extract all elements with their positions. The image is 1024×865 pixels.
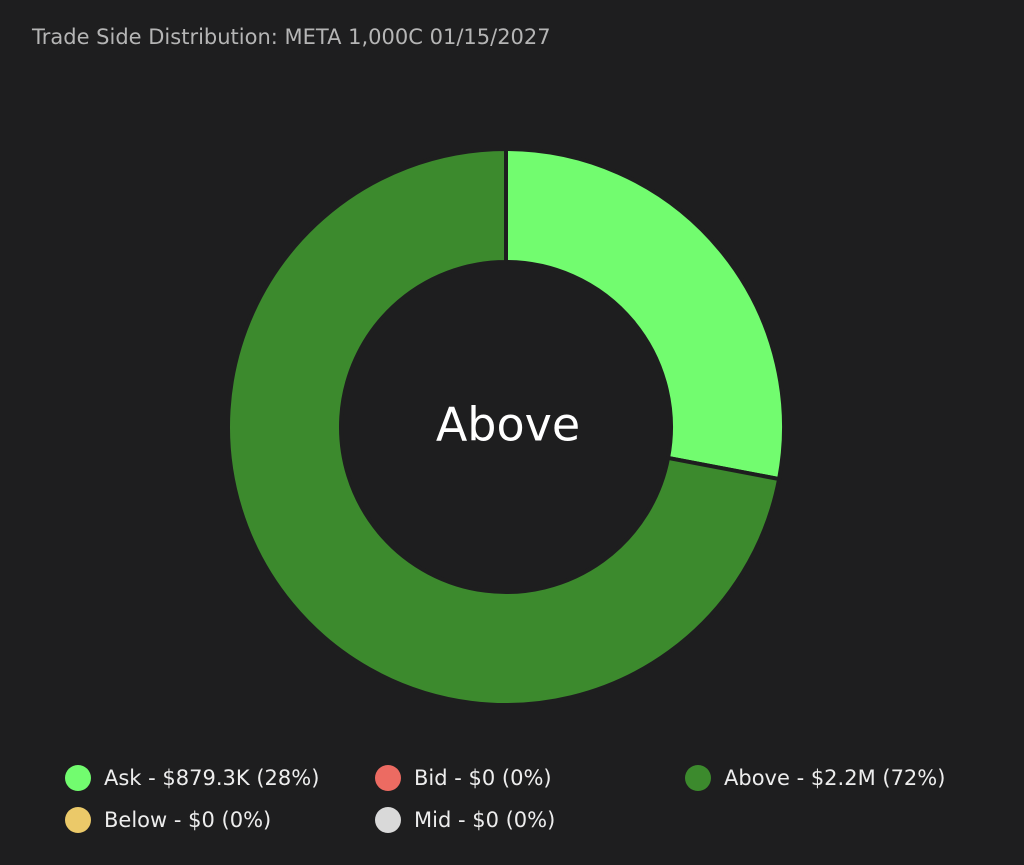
pie-slice [504,147,786,482]
legend-label: Mid - $0 (0%) [414,808,555,832]
legend-label: Above - $2.2M (72%) [724,766,945,790]
legend-swatch [375,807,401,833]
legend-swatch [375,765,401,791]
chart-title: Trade Side Distribution: META 1,000C 01/… [31,25,551,49]
pie-slice [226,147,782,707]
center-label: Above [436,398,580,452]
legend-label: Below - $0 (0%) [104,808,271,832]
legend-swatch [685,765,711,791]
legend-swatch [65,807,91,833]
legend-swatch [65,765,91,791]
legend-label: Bid - $0 (0%) [414,766,552,790]
legend-label: Ask - $879.3K (28%) [104,766,319,790]
